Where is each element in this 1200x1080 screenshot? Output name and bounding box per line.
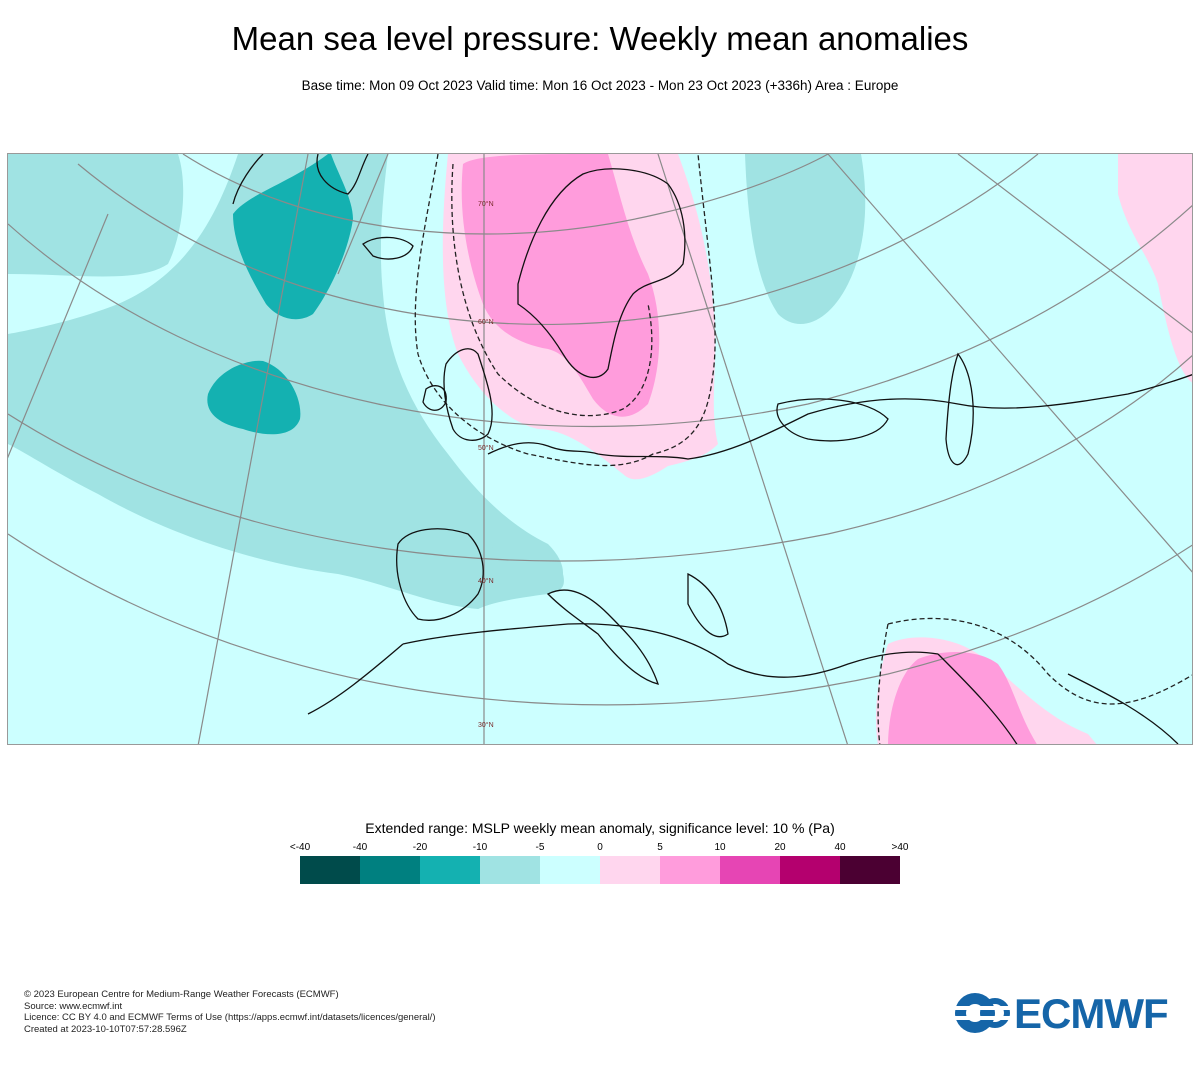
legend-swatch — [780, 856, 840, 884]
lat-label-60: 60°N — [478, 318, 494, 326]
ecmwf-logo-icon — [954, 993, 1010, 1033]
legend-swatch — [600, 856, 660, 884]
legend-swatch — [840, 856, 900, 884]
significance-contours — [414, 154, 1192, 744]
map-canvas: 70°N 60°N 50°N 40°N 30°N — [8, 154, 1192, 744]
legend-swatch — [540, 856, 600, 884]
latitude-labels: 70°N 60°N 50°N 40°N 30°N — [478, 200, 494, 729]
legend-tick: -10 — [472, 842, 488, 853]
positive-anomaly-region-mid — [461, 154, 660, 417]
legend-swatch — [660, 856, 720, 884]
legend-color-bar — [300, 856, 900, 884]
legend-tick: 20 — [774, 842, 786, 853]
chart-subtitle: Base time: Mon 09 Oct 2023 Valid time: M… — [301, 78, 899, 93]
legend-swatch — [720, 856, 780, 884]
coastlines — [232, 154, 1192, 744]
footer-credits: © 2023 European Centre for Medium-Range … — [24, 989, 436, 1035]
legend-swatch — [480, 856, 540, 884]
negative-anomaly-core-atlantic — [207, 360, 301, 435]
legend-tick: 10 — [714, 842, 726, 853]
legend-tick: -40 — [352, 842, 368, 853]
negative-anomaly-region-northeast — [745, 154, 866, 324]
positive-anomaly-region-east — [1118, 154, 1192, 383]
footer-licence[interactable]: Licence: CC BY 4.0 and ECMWF Terms of Us… — [24, 1012, 436, 1023]
legend-tick: >40 — [891, 842, 909, 853]
legend-swatch — [300, 856, 360, 884]
legend-title: Extended range: MSLP weekly mean anomaly… — [365, 820, 835, 836]
graticule — [8, 154, 1192, 744]
legend-tick: 5 — [657, 842, 663, 853]
footer-copyright: © 2023 European Centre for Medium-Range … — [24, 989, 339, 1000]
anomaly-map[interactable]: 70°N 60°N 50°N 40°N 30°N — [7, 153, 1193, 745]
footer-created: Created at 2023-10-10T07:57:28.596Z — [24, 1023, 187, 1035]
legend-tick: -20 — [412, 842, 428, 853]
lat-label-40: 40°N — [478, 577, 494, 585]
ecmwf-logo-text: ECMWF — [1014, 990, 1169, 1037]
lat-label-50: 50°N — [478, 444, 494, 452]
legend-swatch — [360, 856, 420, 884]
legend-swatch — [420, 856, 480, 884]
chart-title: Mean sea level pressure: Weekly mean ano… — [231, 20, 969, 57]
legend-tick: 40 — [834, 842, 846, 853]
ecmwf-logo[interactable]: ECMWF — [952, 990, 1182, 1037]
legend-tick: <-40 — [289, 842, 311, 853]
lat-label-70: 70°N — [478, 200, 494, 208]
lat-label-30: 30°N — [478, 721, 494, 729]
legend-tick: -5 — [535, 842, 545, 853]
legend-ticks: <-40 -40 -20 -10 -5 0 5 10 20 40 >40 — [270, 842, 930, 856]
footer-source: Source: www.ecmwf.int — [24, 1000, 123, 1012]
legend-tick: 0 — [597, 842, 603, 853]
